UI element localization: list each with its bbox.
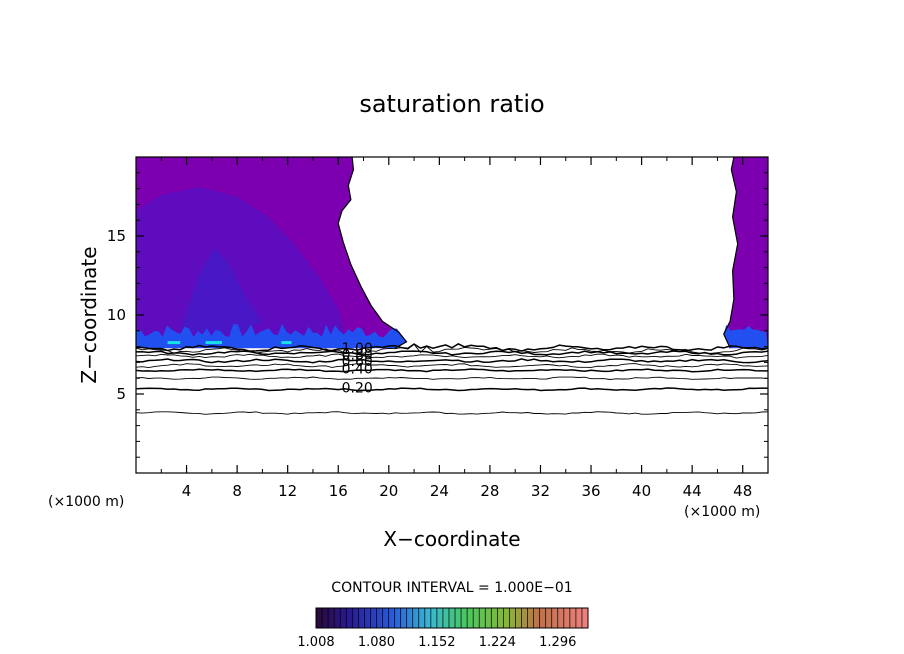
contour-label-3: 0.60 [342,354,373,370]
contour-line-0.6 [135,358,769,364]
x-tick-label-4: 4 [182,482,192,500]
colorbar-labels: 1.008 1.080 1.152 1.224 1.296 [297,635,576,650]
x-tick-label-36: 36 [581,482,600,500]
highlight-3 [281,341,292,345]
highlight-2 [205,341,222,345]
x-unit-label-left: (×1000 m) [48,494,124,510]
plot-area: 1.000.800.600.400.20 4 8 12 16 20 24 28 32 36 40 4… [107,156,769,500]
base-band-left [136,323,407,349]
chart-title: saturation ratio [359,90,544,118]
cloud-edge-right [723,156,739,349]
contour-lines [135,156,769,415]
colorbar-frame [315,607,589,629]
highlight-1 [167,341,181,345]
x-tick-label-20: 20 [379,482,398,500]
colorbar: 1.008 1.080 1.152 1.224 1.296 [297,607,589,650]
contour-labels: 1.000.800.600.40 0.20 [342,341,373,397]
x-axis-label: X−coordinate [383,527,520,551]
contour-interval-text: CONTOUR INTERVAL = 1.000E−01 [331,580,572,596]
x-tick-label-16: 16 [329,482,348,500]
colorbar-gradient [316,608,588,628]
y-tick-label-5: 5 [116,385,126,403]
x-tick-label-32: 32 [531,482,550,500]
cloud-edge-left [337,156,408,349]
contour-label-1: 1.00 [342,341,373,357]
contour-line-0.2 [135,387,769,392]
x-tick-label-48: 48 [733,482,752,500]
colorbar-label-1: 1.008 [297,635,334,650]
x-tick-label-40: 40 [632,482,651,500]
contour-label-4: 0.40 [342,362,373,378]
base-band-right [723,324,768,349]
contour-line-0.3 [135,376,769,380]
x-tick-label-44: 44 [683,482,702,500]
contour-line-0.5 [135,363,769,369]
contour-label-5: 0.20 [342,381,373,397]
colorbar-label-4: 1.224 [479,635,516,650]
colorbar-steps [321,608,583,628]
contour-line-0.1 [135,411,769,415]
core-contour-region [180,248,263,334]
contour-line-0.7 [135,353,769,359]
contour-label-2: 0.80 [342,348,373,364]
x-unit-label-right: (×1000 m) [684,504,760,520]
contour-line-1 [135,343,769,352]
colorbar-label-2: 1.080 [358,635,395,650]
x-tick-label-28: 28 [480,482,499,500]
inner-contour-region [136,187,346,344]
colorbar-label-3: 1.152 [418,635,455,650]
contour-line-0.4 [135,368,768,373]
y-tick-label-10: 10 [107,306,126,324]
x-tick-label-8: 8 [232,482,242,500]
contour-line-0.9 [135,343,769,354]
x-tick-label-24: 24 [430,482,449,500]
colorbar-label-5: 1.296 [539,635,576,650]
x-tick-label-12: 12 [278,482,297,500]
y-axis-label: Z−coordinate [77,246,101,383]
y-tick-label-15: 15 [107,227,126,245]
